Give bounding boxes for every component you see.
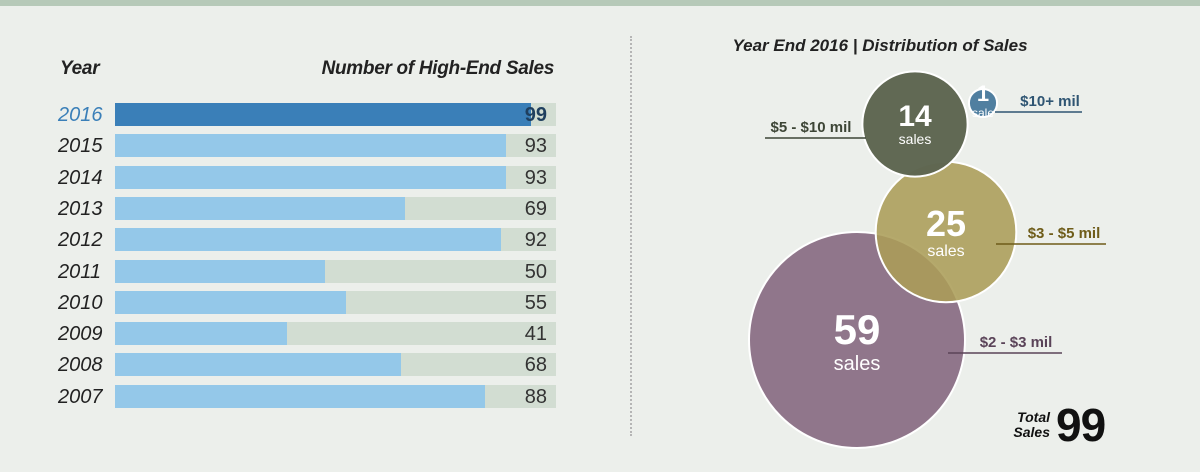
bar-value-label: 92 — [524, 229, 547, 252]
bar — [115, 165, 506, 189]
bar — [115, 103, 531, 126]
year-label: 2015 — [58, 135, 103, 158]
bubble-range-label: $3 - $5 mil — [1028, 225, 1101, 242]
bar — [115, 196, 405, 220]
bubble-unit-label: sale — [972, 106, 994, 120]
bar-value-label: 99 — [524, 104, 547, 126]
bubble-unit-label: sales — [899, 131, 932, 147]
bar-value-label: 55 — [524, 291, 547, 314]
bubble-value-label: 14 — [898, 100, 932, 133]
bar-value-label: 69 — [524, 197, 547, 220]
bubble-range-label: $5 - $10 mil — [771, 119, 852, 136]
bar — [115, 134, 506, 158]
total-sales-value: 99 — [1056, 399, 1106, 451]
bar — [115, 384, 485, 408]
bar-track: 92 — [115, 228, 556, 252]
bubble-unit-label: sales — [834, 353, 881, 375]
sales-column-header: Number of High-End Sales — [321, 58, 555, 79]
bar-track: 50 — [115, 259, 556, 283]
bar-row: 2016 99 — [0, 103, 600, 127]
bar-value-label: 41 — [524, 323, 547, 346]
bubble-range-label: $2 - $3 mil — [980, 334, 1053, 351]
year-label: 2007 — [58, 385, 103, 408]
bar-track: 88 — [115, 384, 556, 408]
bar-row: 2007 88 — [0, 384, 600, 409]
top-accent-bar — [0, 0, 1200, 6]
bubble-value-label: 59 — [834, 306, 881, 353]
bar-row: 2011 50 — [0, 259, 600, 284]
total-sales-label: Total Sales — [1013, 409, 1050, 440]
bar-track: 68 — [115, 353, 556, 377]
bubble-unit-label: sales — [927, 243, 964, 260]
bar-track: 41 — [115, 322, 556, 346]
bar — [115, 322, 288, 346]
year-label: 2009 — [58, 323, 103, 346]
year-column-header: Year — [60, 58, 100, 79]
year-label: 2013 — [58, 197, 103, 220]
bubble-value-label: 1 — [977, 81, 989, 106]
bar-track: 93 — [115, 165, 556, 189]
bar-value-label: 93 — [524, 166, 547, 189]
bar-value-label: 88 — [524, 385, 547, 408]
year-label: 2010 — [58, 291, 103, 314]
bar-track: 93 — [115, 134, 556, 158]
bar — [115, 290, 346, 314]
bar-track: 99 — [115, 103, 556, 126]
bar-row: 2012 92 — [0, 228, 600, 252]
bar-value-label: 68 — [524, 354, 547, 377]
bubble-chart-title: Year End 2016 | Distribution of Sales — [732, 36, 1028, 55]
bar-row: 2008 68 — [0, 353, 600, 377]
bubble — [967, 87, 999, 119]
year-label: 2014 — [58, 166, 103, 189]
bar-row: 2010 55 — [0, 290, 600, 315]
year-label: 2016 — [58, 104, 103, 126]
bubble-range-label: $10+ mil — [1020, 93, 1080, 110]
bar-value-label: 93 — [524, 135, 547, 158]
bar — [115, 353, 401, 377]
bubble-value-label: 25 — [926, 203, 966, 244]
bubble — [861, 70, 969, 178]
year-label: 2012 — [58, 229, 103, 252]
bar-row: 2014 93 — [0, 165, 600, 190]
bar — [115, 228, 502, 252]
bar-value-label: 50 — [524, 260, 547, 283]
year-label: 2011 — [58, 260, 102, 283]
bar-row: 2013 69 — [0, 196, 600, 221]
year-label: 2008 — [58, 354, 103, 377]
bar-row: 2009 41 — [0, 322, 600, 346]
bar-track: 55 — [115, 290, 556, 314]
bar-track: 69 — [115, 196, 556, 220]
panel-divider — [630, 36, 632, 436]
bar-row: 2015 93 — [0, 134, 600, 158]
bar — [115, 259, 325, 283]
